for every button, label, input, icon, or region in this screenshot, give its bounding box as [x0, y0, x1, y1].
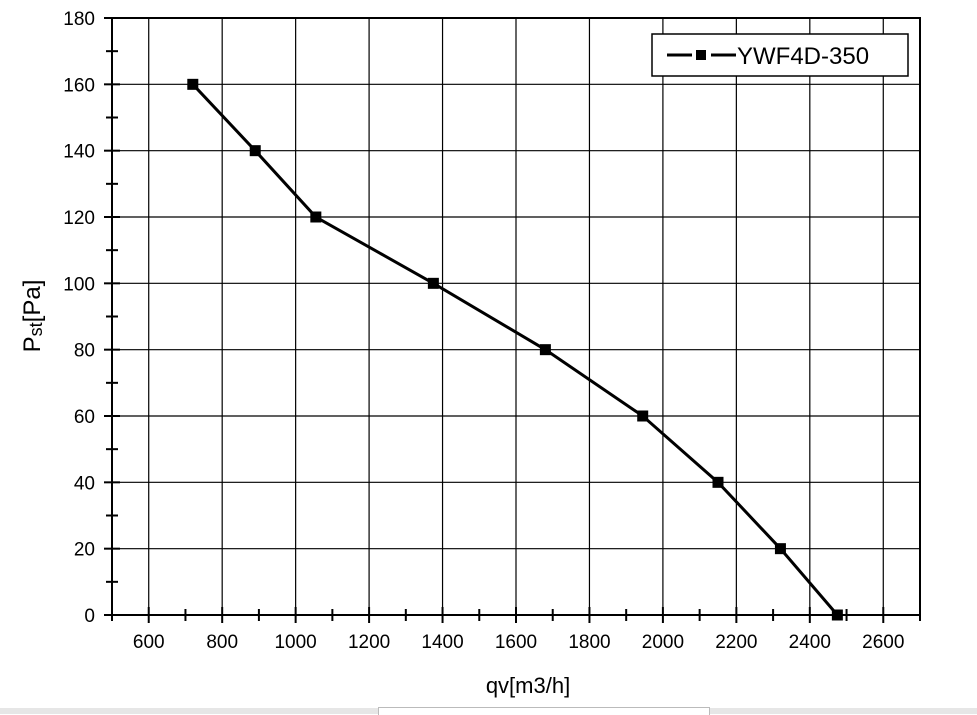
x-tick-label: 1600 — [495, 632, 537, 653]
data-point-marker — [712, 476, 724, 488]
x-tick-label: 2000 — [642, 632, 684, 653]
y-tick-label: 0 — [84, 606, 95, 627]
grid — [112, 17, 920, 616]
x-axis-label: qv[m3/h] — [486, 673, 570, 698]
y-tick-label: 180 — [63, 9, 95, 30]
y-tick-label: 140 — [63, 142, 95, 163]
x-tick-label: 2600 — [862, 632, 904, 653]
y-axis-label: Pst[Pa] — [19, 280, 46, 353]
data-point-marker — [249, 145, 261, 157]
x-tick-label: 2400 — [789, 632, 831, 653]
y-tick-label: 20 — [74, 540, 95, 561]
axis-ticks: 600 800 1000 1200 1400 1600 1800 2000 2200 2400 26… — [63, 9, 921, 653]
x-tick-label: 1400 — [421, 632, 463, 653]
bottom-scrollbar-thumb[interactable] — [378, 707, 710, 715]
legend-square-marker-icon — [696, 50, 706, 60]
legend-label: YWF4D-350 — [737, 43, 869, 70]
x-tick-label: 600 — [133, 632, 165, 653]
x-tick-label: 2200 — [715, 632, 757, 653]
y-tick-label: 60 — [74, 407, 95, 428]
x-tick-label: 1800 — [568, 632, 610, 653]
data-point-marker — [427, 277, 439, 289]
data-point-marker — [310, 211, 322, 223]
data-point-marker — [539, 344, 551, 356]
y-tick-label: 40 — [74, 473, 95, 494]
data-point-marker — [637, 410, 649, 422]
plot-frame — [111, 17, 921, 616]
data-point-marker — [774, 543, 786, 555]
y-tick-label: 80 — [74, 341, 95, 362]
y-tick-label: 100 — [63, 274, 95, 295]
x-tick-label: 1200 — [348, 632, 390, 653]
x-tick-label: 1000 — [274, 632, 316, 653]
y-tick-label: 120 — [63, 208, 95, 229]
x-tick-label: 800 — [206, 632, 238, 653]
data-point-marker — [187, 78, 199, 90]
legend: YWF4D-350 — [651, 33, 909, 77]
y-tick-label: 160 — [63, 75, 95, 96]
